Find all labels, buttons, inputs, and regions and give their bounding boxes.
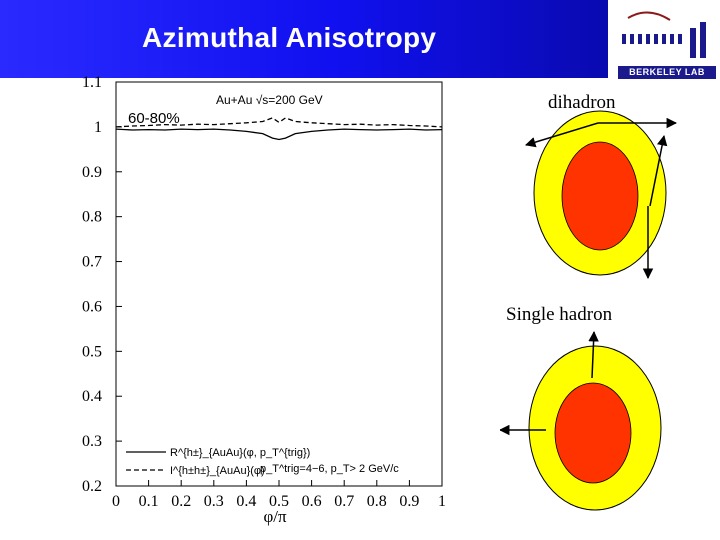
dihadron-label: dihadron — [548, 92, 616, 113]
berkeley-lab-logo: BERKELEY LAB — [608, 0, 720, 80]
y-tick-label: 0.5 — [82, 343, 102, 360]
series-line-1 — [115, 117, 443, 128]
x-tick-label: 1 — [438, 493, 446, 510]
y-tick-label: 0.6 — [82, 298, 102, 315]
x-tick-label: 0.8 — [367, 493, 387, 510]
y-tick-label: 0.3 — [82, 433, 102, 450]
x-tick-label: 0.7 — [334, 493, 354, 510]
y-axis: 0.2 0.3 0.4 0.5 0.6 0.7 0.8 0.9 1 1.1 — [82, 74, 122, 495]
legend-label-0: R^{h±}_{AuAu}(φ, p_T^{trig}) — [170, 447, 310, 459]
title-bar: Azimuthal Anisotropy — [0, 0, 610, 78]
single-core — [554, 382, 632, 484]
dihadron-up-arrow — [649, 134, 668, 207]
x-axis: 0 0.1 0.2 0.3 0.4 0.5 0.6 0.7 0.8 0.9 1 — [112, 480, 446, 510]
x-axis-label: φ/π — [263, 507, 287, 526]
x-tick-label: 0.5 — [269, 493, 289, 510]
single-hadron-label: Single hadron — [506, 304, 613, 325]
x-tick-label: 0.9 — [399, 493, 419, 510]
single-up-arrow — [588, 330, 599, 379]
plot-frame — [115, 81, 443, 487]
legend-label-1: I^{h±h±}_{AuAu}(φ) — [170, 465, 265, 477]
y-tick-label: 1.1 — [82, 74, 102, 91]
series-lines — [115, 117, 443, 141]
anisotropy-chart: 0.20.30.40.50.60.70.80.911.1 0 0.1 0.2 0.3 0… — [82, 74, 446, 526]
x-tick-label: 0.6 — [302, 493, 322, 510]
y-tick-label: 1 — [94, 119, 102, 136]
x-tick-label: 0.2 — [171, 493, 191, 510]
logo-text: BERKELEY LAB — [618, 66, 716, 79]
hadron-diagram — [500, 110, 678, 511]
lab-building-icon — [622, 11, 706, 58]
cut-label: p_T^trig=4−6, p_T> 2 GeV/c — [260, 463, 399, 475]
y-tick-label: 0.9 — [82, 164, 102, 181]
y-tick-label: 0.7 — [82, 254, 102, 271]
y-tick-label: 0.4 — [82, 388, 102, 405]
series-line-0 — [115, 128, 443, 141]
x-tick-label: 0 — [112, 493, 120, 510]
y-tick-label: 0.8 — [82, 209, 102, 226]
x-tick-label: 0.3 — [204, 493, 224, 510]
dihadron-core — [561, 141, 639, 251]
system-label: Au+Au √s=200 GeV — [216, 93, 323, 107]
x-tick-label: 0.4 — [236, 493, 256, 510]
page-title: Azimuthal Anisotropy — [142, 22, 437, 53]
dihadron-left-arrow — [524, 122, 599, 148]
legend: R^{h±}_{AuAu}(φ, p_T^{trig}) I^{h±h±}_{A… — [126, 447, 399, 477]
x-tick-label: 0.1 — [139, 493, 159, 510]
centrality-label: 60-80% — [128, 110, 180, 127]
y-tick-label: 0.2 — [82, 478, 102, 495]
